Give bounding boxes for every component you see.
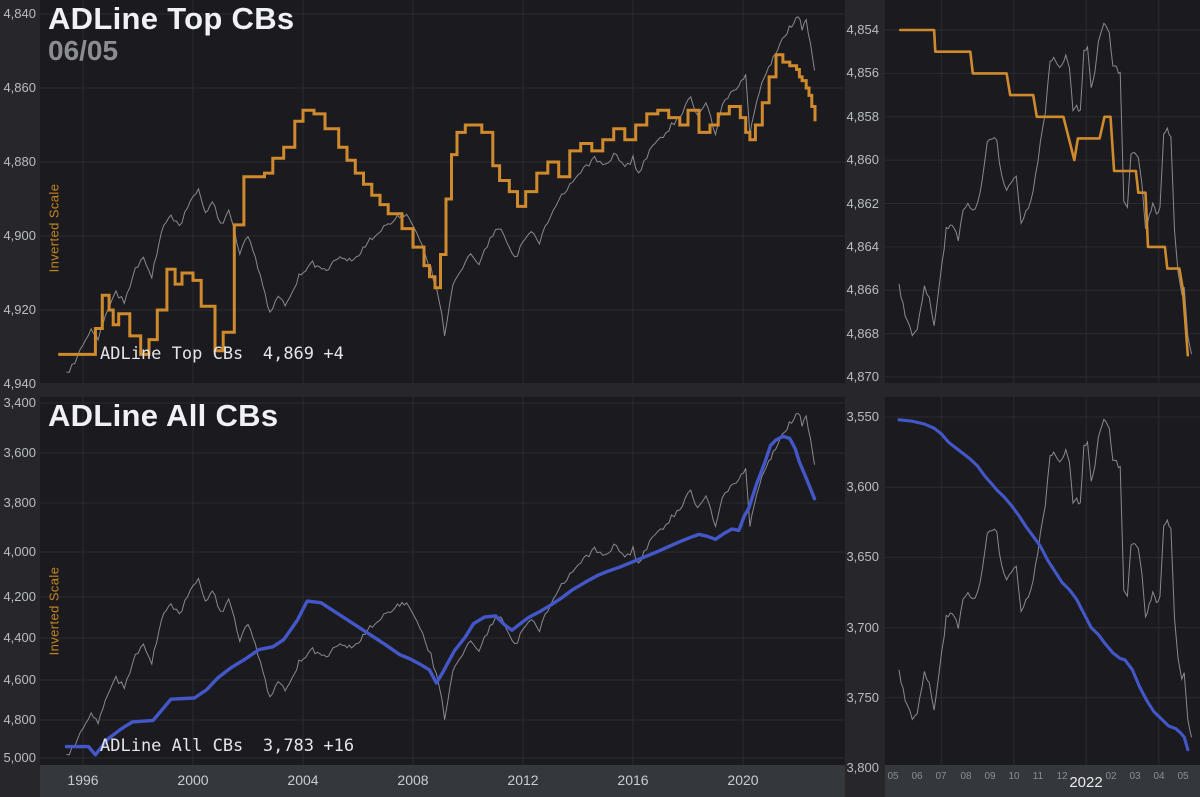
- x-axis-month-label: 11: [1032, 771, 1044, 782]
- series-index-overlay: [66, 412, 815, 756]
- legend-change-value: +4: [323, 344, 344, 364]
- y-axis-label: 4,200: [3, 589, 36, 604]
- x-axis-month-label: 05: [1177, 771, 1189, 782]
- x-axis-year-label: 2022: [1069, 774, 1103, 791]
- y-axis-top-cbs-detail[interactable]: 4,854 4,856 4,858 4,860 4,862 4,864 4,866 4,868…: [845, 0, 879, 397]
- y-axis-label: 3,400: [3, 395, 36, 410]
- chart-canvas-top-right[interactable]: [885, 0, 1200, 383]
- x-axis-month-label: 04: [1153, 771, 1165, 782]
- x-axis-year-label: 2008: [397, 772, 429, 788]
- y-axis-label: 3,800: [846, 760, 879, 775]
- y-axis-label: 4,870: [846, 369, 879, 384]
- y-axis-label: 4,860: [3, 80, 36, 95]
- y-axis-label: 3,700: [846, 620, 879, 635]
- y-axis-label: 3,550: [846, 409, 879, 424]
- legend-last-value: 3,783: [262, 736, 315, 756]
- x-axis-months[interactable]: 05 06 07 08 09 10 11 12 2022 02 03 04 05: [885, 765, 1200, 797]
- y-axis-label: 3,600: [3, 445, 36, 460]
- y-axis-label: 4,940: [3, 376, 36, 391]
- y-axis-label: 4,862: [846, 196, 879, 211]
- legend-last-value: 4,869: [262, 344, 315, 364]
- y-axis-label: 4,858: [846, 109, 879, 124]
- series-index-overlay: [66, 16, 815, 373]
- series-adline-all-cbs: [897, 418, 1190, 752]
- panel-adline-all-cbs-detail[interactable]: [885, 397, 1200, 765]
- x-axis-month-label: 05: [887, 771, 899, 782]
- y-axis-label: 5,000: [3, 750, 36, 765]
- x-axis-month-label: 10: [1008, 771, 1020, 782]
- x-axis-year-label: 2016: [617, 772, 649, 788]
- y-axis-label: 4,854: [846, 22, 879, 37]
- x-axis-month-label: 02: [1105, 771, 1117, 782]
- y-axis-all-cbs-detail[interactable]: 3,550 3,600 3,650 3,700 3,750 3,800: [845, 397, 879, 779]
- y-axis-label: 3,750: [846, 690, 879, 705]
- x-axis-month-label: 06: [911, 771, 923, 782]
- series-adline-top-cbs: [899, 28, 1190, 357]
- y-axis-label: 3,600: [846, 479, 879, 494]
- legend-series-name: ADLine Top CBs: [100, 344, 244, 364]
- chart-canvas-bottom-left[interactable]: [40, 397, 845, 765]
- chart-canvas-top-left[interactable]: [40, 0, 845, 383]
- y-axis-top-cbs[interactable]: 4,840 4,860 4,880 4,900 4,920 4,940: [0, 0, 36, 397]
- y-axis-label: 4,920: [3, 302, 36, 317]
- legend-change-value: +16: [323, 736, 355, 756]
- x-axis-year-label: 2000: [177, 772, 209, 788]
- y-axis-label: 4,800: [3, 712, 36, 727]
- x-axis-years[interactable]: 1996 2000 2004 2008 2012 2016 2020: [40, 765, 845, 797]
- y-axis-label: 4,600: [3, 672, 36, 687]
- x-axis-month-label: 03: [1129, 771, 1141, 782]
- series-legend-all-cbs[interactable]: ADLine All CBs 3,783 +16: [100, 736, 354, 756]
- chart-canvas-bottom-right[interactable]: [885, 397, 1200, 765]
- y-axis-label: 4,860: [846, 152, 879, 167]
- y-axis-label: 4,400: [3, 630, 36, 645]
- x-axis-month-label: 09: [984, 771, 996, 782]
- y-axis-label: 4,868: [846, 326, 879, 341]
- x-axis-year-label: 2020: [727, 772, 759, 788]
- y-axis-label: 4,880: [3, 154, 36, 169]
- x-axis-year-label: 2004: [287, 772, 319, 788]
- panel-adline-top-cbs[interactable]: ADLine Top CBs 06/05 Inverted Scale ADLi…: [40, 0, 845, 383]
- series-adline-all-cbs: [64, 434, 817, 757]
- x-axis-month-label: 12: [1056, 771, 1068, 782]
- y-axis-label: 4,900: [3, 228, 36, 243]
- series-index-overlay: [898, 22, 1192, 355]
- legend-series-name: ADLine All CBs: [100, 736, 244, 756]
- y-axis-label: 4,856: [846, 65, 879, 80]
- x-axis-month-label: 08: [960, 771, 972, 782]
- panel-adline-top-cbs-detail[interactable]: [885, 0, 1200, 383]
- y-axis-label: 3,800: [3, 495, 36, 510]
- series-adline-top-cbs: [58, 53, 817, 356]
- x-axis-year-label: 1996: [67, 772, 99, 788]
- inverted-scale-label: Inverted Scale: [46, 566, 62, 656]
- series-legend-top-cbs[interactable]: ADLine Top CBs 4,869 +4: [100, 344, 344, 364]
- x-axis-month-label: 07: [935, 771, 947, 782]
- y-axis-label: 3,650: [846, 549, 879, 564]
- y-axis-label: 4,000: [3, 544, 36, 559]
- panel-adline-all-cbs[interactable]: ADLine All CBs Inverted Scale ADLine All…: [40, 397, 845, 765]
- y-axis-all-cbs[interactable]: 3,400 3,600 3,800 4,000 4,200 4,400 4,600 4,800…: [0, 395, 36, 779]
- inverted-scale-label: Inverted Scale: [46, 183, 62, 273]
- y-axis-label: 4,866: [846, 282, 879, 297]
- y-axis-label: 4,840: [3, 6, 36, 21]
- series-index-overlay: [898, 418, 1192, 738]
- x-axis-year-label: 2012: [507, 772, 539, 788]
- y-axis-label: 4,864: [846, 239, 879, 254]
